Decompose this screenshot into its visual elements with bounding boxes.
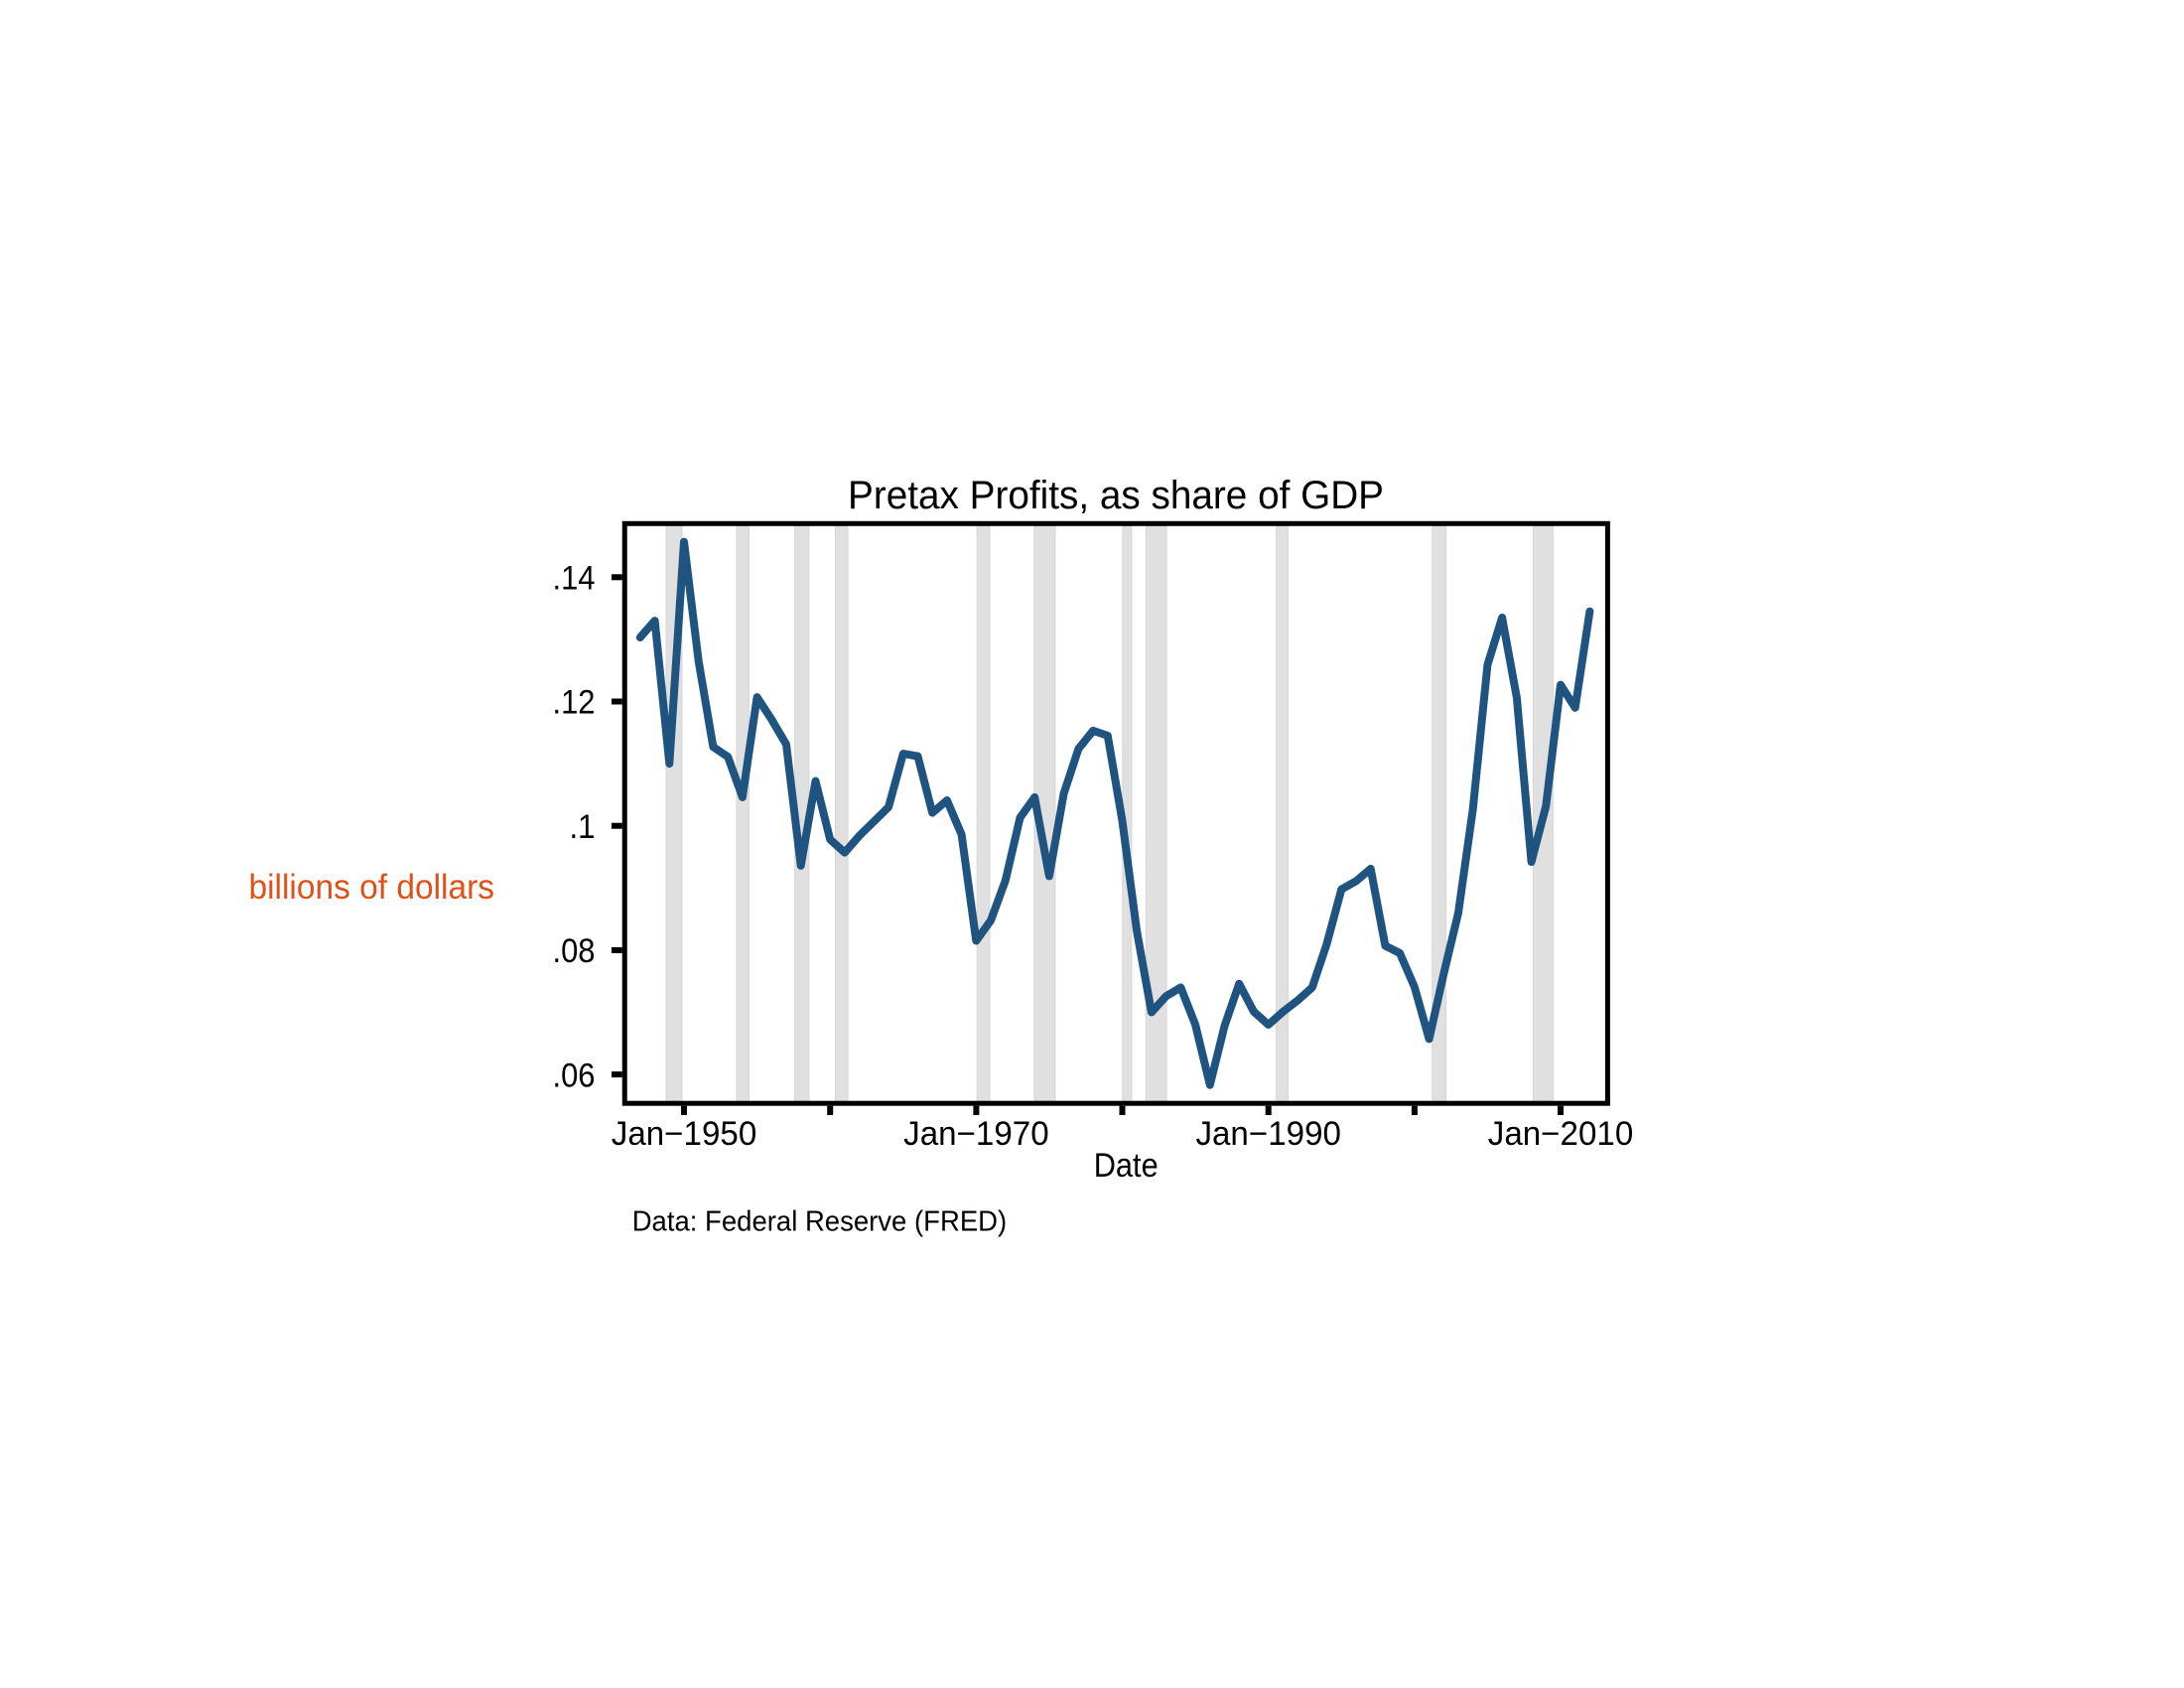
svg-text:.14: .14 [553,560,596,598]
svg-text:.06: .06 [553,1056,596,1094]
svg-text:Jan−1990: Jan−1990 [1195,1115,1341,1153]
svg-text:.12: .12 [553,684,596,722]
svg-text:billions of dollars: billions of dollars [249,868,495,907]
svg-text:Date: Date [1094,1147,1159,1185]
svg-text:Pretax Profits, as share of GD: Pretax Profits, as share of GDP [848,474,1384,517]
svg-text:Jan−1950: Jan−1950 [612,1115,757,1153]
svg-text:.1: .1 [570,808,596,846]
svg-text:.08: .08 [553,932,596,970]
svg-text:Data: Federal Reserve (FRED): Data: Federal Reserve (FRED) [632,1206,1008,1238]
svg-text:Jan−1970: Jan−1970 [903,1115,1049,1153]
svg-text:Jan−2010: Jan−2010 [1488,1115,1634,1153]
